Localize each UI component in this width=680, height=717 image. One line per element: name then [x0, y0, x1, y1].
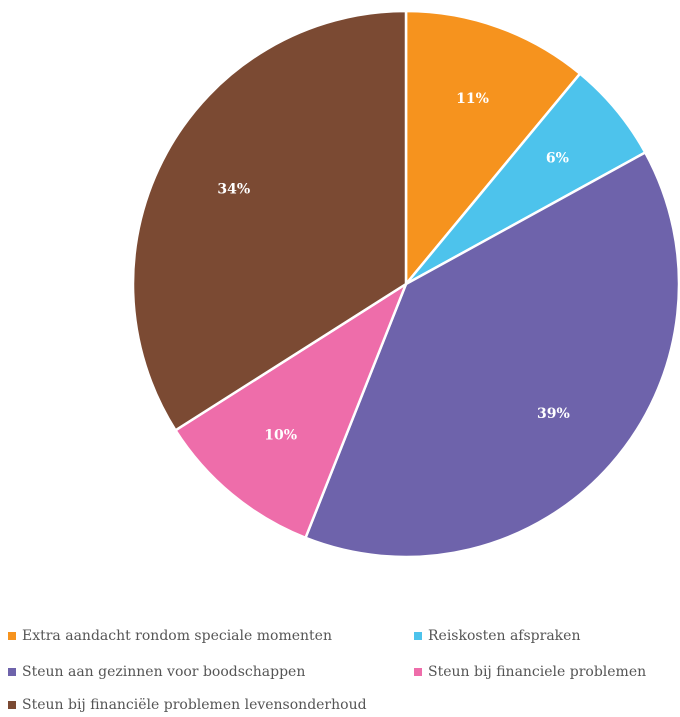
slice-label-4: 34% — [217, 181, 250, 197]
pie-slice-3 — [173, 280, 409, 540]
slice-label-1: 6% — [546, 151, 569, 167]
slice-label-0: 11% — [456, 91, 489, 107]
slice-label-3: 10% — [264, 427, 297, 443]
pie-slice-4 — [131, 9, 408, 433]
pie-slice-2 — [303, 150, 680, 559]
pie-slice-0 — [404, 9, 582, 288]
slice-label-2: 39% — [537, 406, 570, 422]
